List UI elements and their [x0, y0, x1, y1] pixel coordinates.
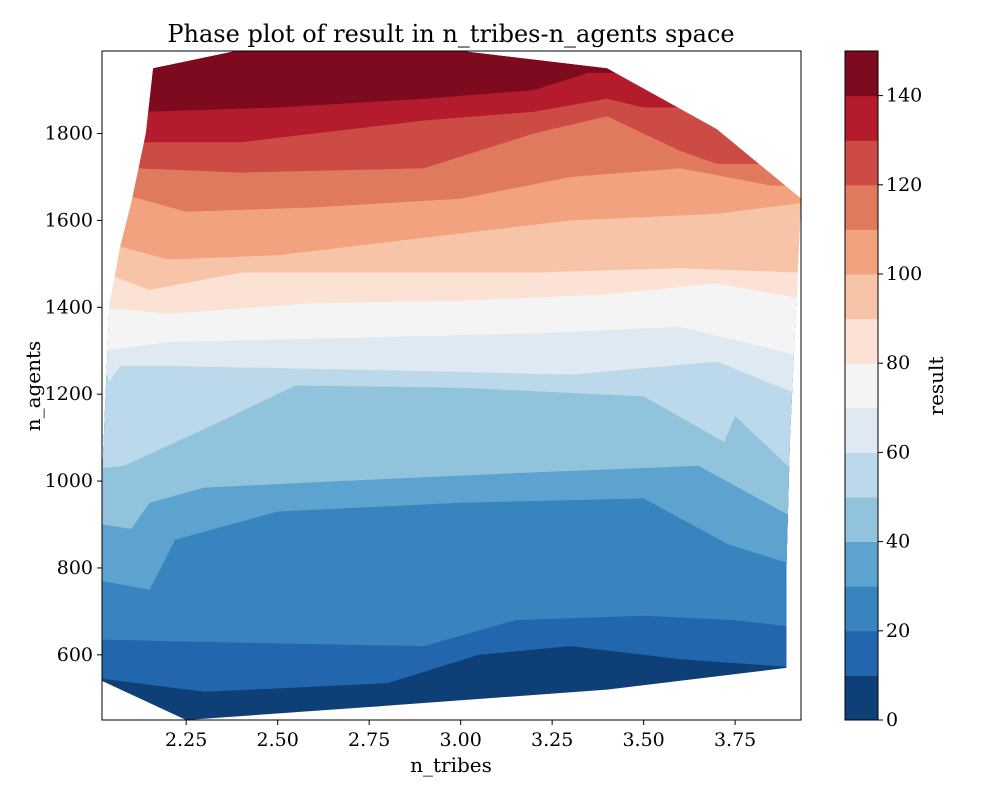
plot-area	[102, 51, 801, 720]
x-tick-label: 3.25	[531, 729, 573, 751]
x-tick-label: 2.75	[348, 729, 390, 751]
colorbar-tick-label: 100	[886, 263, 922, 285]
colorbar-segment-120	[845, 140, 878, 186]
y-tick-label: 600	[57, 644, 93, 666]
contour-bands	[102, 51, 801, 720]
colorbar-segment-0	[845, 675, 878, 721]
x-axis: 2.25 2.50 2.75 3.00 3.25 3.50 3.75	[165, 720, 756, 751]
colorbar-ticks: 0 20 40 60 80 100 120 140	[878, 85, 922, 731]
chart-title: Phase plot of result in n_tribes-n_agent…	[167, 20, 734, 48]
y-tick-label: 1000	[45, 470, 93, 492]
colorbar-tick-label: 140	[886, 85, 922, 107]
y-tick-label: 1400	[45, 296, 93, 318]
y-tick-label: 800	[57, 557, 93, 579]
x-tick-label: 2.50	[257, 729, 299, 751]
x-axis-label: n_tribes	[410, 753, 492, 777]
colorbar-segment-30	[845, 541, 878, 587]
colorbar	[845, 51, 878, 721]
colorbar-segment-90	[845, 274, 878, 320]
y-tick-label: 1600	[45, 209, 93, 231]
colorbar-segment-130	[845, 95, 878, 141]
y-axis: 600 800 1000 1200 1400 1600 1800	[45, 123, 102, 666]
colorbar-segment-80	[845, 318, 878, 364]
colorbar-segment-110	[845, 184, 878, 230]
y-tick-label: 1200	[45, 383, 93, 405]
colorbar-label: result	[924, 357, 948, 416]
colorbar-segment-10	[845, 630, 878, 676]
colorbar-tick-label: 80	[886, 352, 910, 374]
colorbar-tick-label: 40	[886, 531, 910, 553]
colorbar-tick-label: 120	[886, 174, 922, 196]
colorbar-segment-40	[845, 497, 878, 543]
colorbar-segment-60	[845, 407, 878, 453]
colorbar-segment-50	[845, 452, 878, 498]
x-tick-label: 3.00	[439, 729, 481, 751]
y-tick-label: 1800	[45, 123, 93, 145]
colorbar-tick-label: 0	[886, 709, 898, 731]
colorbar-segment-100	[845, 229, 878, 275]
x-tick-label: 2.25	[165, 729, 207, 751]
colorbar-segment-20	[845, 586, 878, 632]
plot-frame	[101, 50, 802, 721]
colorbar-tick-label: 20	[886, 620, 910, 642]
x-tick-label: 3.50	[622, 729, 664, 751]
colorbar-frame	[844, 50, 879, 721]
colorbar-tick-label: 60	[886, 441, 910, 463]
colorbar-segment-70	[845, 363, 878, 409]
x-tick-label: 3.75	[714, 729, 756, 751]
colorbar-segment-140	[845, 51, 878, 97]
y-axis-label: n_agents	[21, 341, 45, 432]
contour-band-150	[102, 51, 801, 80]
